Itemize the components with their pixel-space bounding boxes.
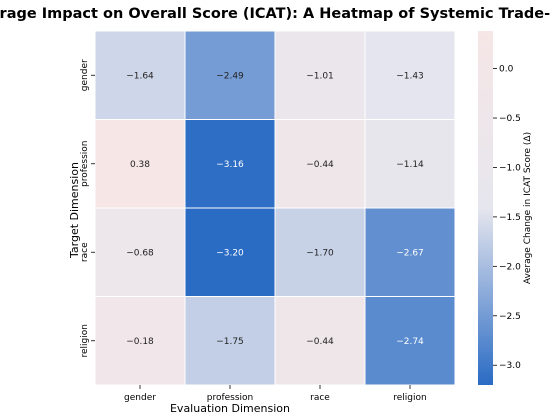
heatmap-cell xyxy=(274,30,366,120)
colorbar-tick-label: −1.5 xyxy=(499,213,521,223)
chart-title: Average Impact on Overall Score (ICAT): … xyxy=(0,6,550,22)
heatmap-cell xyxy=(94,296,186,386)
colorbar-tick-label: −0.5 xyxy=(499,114,521,124)
colorbar-tick-label: −2.0 xyxy=(499,262,521,272)
y-tick-label: religion xyxy=(80,324,90,357)
heatmap-cell xyxy=(184,30,276,120)
y-axis-label: Target Dimension xyxy=(68,162,81,259)
y-tick-label: gender xyxy=(80,59,90,91)
cell-value-label: −3.16 xyxy=(216,160,244,170)
x-tick-label: religion xyxy=(393,393,426,403)
cell-value-label: −1.14 xyxy=(396,160,424,170)
y-tick-label: profession xyxy=(80,140,90,187)
colorbar-tick-label: 0.0 xyxy=(499,65,514,75)
heatmap-cell xyxy=(364,207,456,297)
heatmap-cell xyxy=(364,119,456,209)
x-axis-label: Evaluation Dimension xyxy=(170,402,290,415)
heatmap-cell xyxy=(184,207,276,297)
heatmap-cell xyxy=(274,296,366,386)
cell-value-label: −1.43 xyxy=(396,71,424,81)
cell-value-label: −0.44 xyxy=(306,337,334,347)
heatmap-cells: −1.64 −2.49 −1.01 −1.43 0.38 −3.16 −0.44 −1.14 −… xyxy=(94,30,456,386)
y-axis-ticks: gender profession race religion xyxy=(80,59,95,357)
heatmap-cell xyxy=(364,30,456,120)
x-tick-label: gender xyxy=(124,393,156,403)
cell-value-label: −2.49 xyxy=(216,71,244,81)
cell-value-label: −0.44 xyxy=(306,160,334,170)
cell-value-label: −2.74 xyxy=(396,337,424,347)
cell-value-label: −1.70 xyxy=(306,248,334,258)
cell-value-label: −0.18 xyxy=(126,337,154,347)
colorbar xyxy=(478,31,493,385)
colorbar-tick-label: −3.0 xyxy=(499,361,521,371)
x-tick-label: profession xyxy=(207,393,254,403)
heatmap-cell xyxy=(94,119,186,209)
cell-value-label: −2.67 xyxy=(396,248,424,258)
heatmap-cell xyxy=(184,119,276,209)
heatmap-cell xyxy=(94,30,186,120)
y-tick-label: race xyxy=(80,242,90,262)
cell-value-label: 0.38 xyxy=(130,160,150,170)
heatmap-cell xyxy=(184,296,276,386)
colorbar-tick-label: −2.5 xyxy=(499,312,521,322)
x-tick-label: race xyxy=(310,393,330,403)
colorbar-ticks: 0.0 −0.5 −1.0 −1.5 −2.0 −2.5 −3.0 xyxy=(493,65,521,371)
cell-value-label: −1.01 xyxy=(306,71,334,81)
cell-value-label: −0.68 xyxy=(126,248,154,258)
cell-value-label: −1.75 xyxy=(216,337,244,347)
x-axis-ticks: gender profession race religion xyxy=(124,385,427,403)
colorbar-tick-label: −1.0 xyxy=(499,163,521,173)
colorbar-label: Average Change in ICAT Score (Δ) xyxy=(523,132,533,284)
heatmap-cell xyxy=(364,296,456,386)
cell-value-label: −3.20 xyxy=(216,248,244,258)
cell-value-label: −1.64 xyxy=(126,71,154,81)
